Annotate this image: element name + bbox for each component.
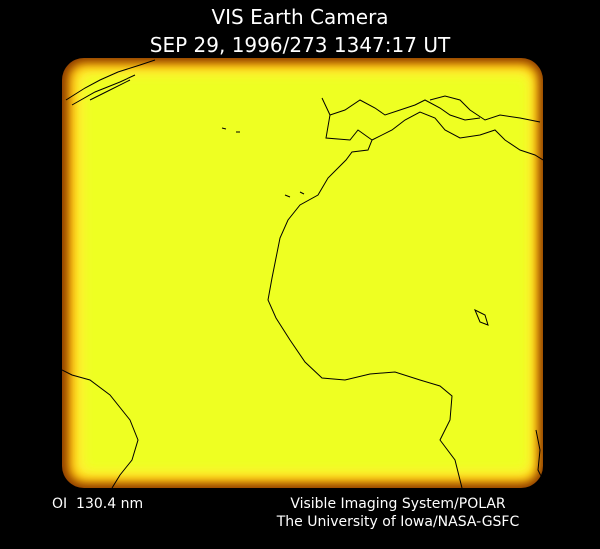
east-africa-coast <box>535 429 543 481</box>
image-core <box>84 76 528 470</box>
south-america-coast <box>62 369 139 488</box>
credit-line: Visible Imaging System/POLAR <box>290 496 506 512</box>
islands <box>221 127 489 326</box>
earth-image <box>62 58 543 488</box>
filter-label: OI 130.4 nm <box>52 496 143 512</box>
coastlines <box>62 59 543 488</box>
europe-coast <box>329 95 541 123</box>
image-timestamp: SEP 29, 1996/273 1347:17 UT <box>150 33 451 57</box>
image-title: VIS Earth Camera <box>211 5 388 29</box>
credit-line: The University of Iowa/NASA-GSFC <box>276 514 520 530</box>
greenland-coast <box>65 59 156 106</box>
mediterranean-coast <box>371 111 543 161</box>
africa-west-coast <box>267 97 463 488</box>
